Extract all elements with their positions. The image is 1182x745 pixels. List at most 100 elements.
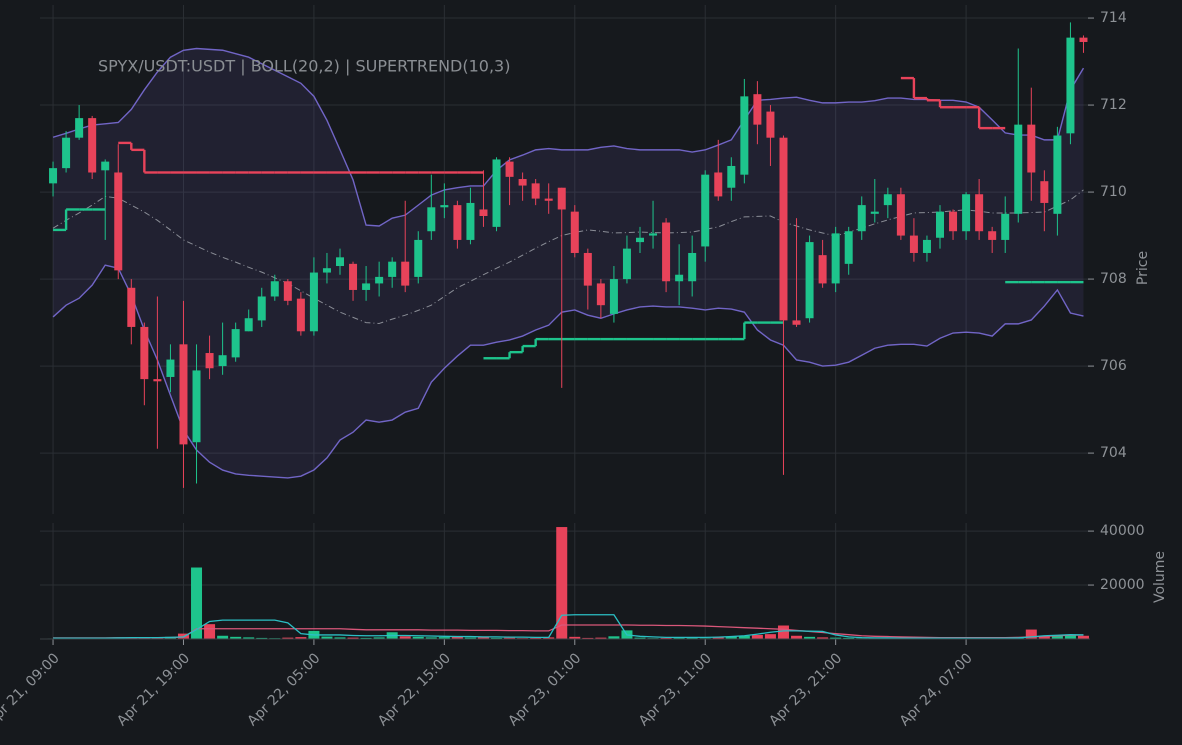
volume-bar <box>804 636 816 639</box>
y-axis-label: Price <box>1135 251 1151 285</box>
volume-ma <box>53 624 1084 639</box>
volume-bar <box>543 637 555 639</box>
volume-bar <box>204 624 216 639</box>
candle-body <box>1079 37 1088 42</box>
candle-body <box>362 283 371 290</box>
candle-body <box>322 268 331 273</box>
candle-body <box>714 172 723 197</box>
volume-bar <box>817 637 829 639</box>
candle-body <box>727 165 736 188</box>
volume-bar <box>1077 635 1089 639</box>
candle-body <box>192 370 201 443</box>
candle-body <box>244 318 253 332</box>
candle-body <box>283 281 292 301</box>
volume-bar <box>751 634 763 639</box>
candle-body <box>1053 135 1062 214</box>
bollinger-middle <box>52 189 1084 324</box>
volume-bar <box>438 637 450 639</box>
y-tick-label: 708 <box>1100 271 1127 287</box>
candle-body <box>949 211 958 232</box>
candle-body <box>505 161 514 177</box>
candle-body <box>883 194 892 206</box>
volume-bar <box>725 636 737 639</box>
candle-body <box>896 194 905 236</box>
volume-bar <box>634 637 646 639</box>
volume-bar <box>412 636 424 639</box>
volume-bar <box>1025 629 1037 639</box>
candle-body <box>414 239 423 277</box>
y-axis-label: Volume <box>1152 551 1168 603</box>
candle-body <box>1014 124 1023 214</box>
candle-body <box>336 257 344 267</box>
volume-bar <box>777 625 789 639</box>
candle-body <box>544 198 553 201</box>
volume-bar <box>712 637 724 639</box>
volume-bar <box>686 637 698 639</box>
volume-bar <box>1051 635 1063 639</box>
volume-bar <box>451 636 463 639</box>
candle-body <box>962 194 971 232</box>
y-tick-label: 40000 <box>1100 523 1145 539</box>
y-tick-label: 710 <box>1100 184 1127 200</box>
candle-body <box>557 187 566 210</box>
candle-body <box>114 172 123 271</box>
volume-bar <box>334 637 346 639</box>
candle-body <box>140 326 149 380</box>
candle-body <box>831 233 840 284</box>
candle-body <box>662 222 671 282</box>
candle-body <box>309 272 318 332</box>
volume-bar <box>1064 634 1076 639</box>
candle-body <box>870 211 879 214</box>
candle-body <box>570 211 579 253</box>
volume-bar <box>191 567 203 639</box>
candle-body <box>62 137 71 169</box>
y-tick-label: 706 <box>1100 358 1127 374</box>
candle-body <box>792 320 801 325</box>
volume-ma <box>53 614 1084 639</box>
candle-body <box>427 207 436 232</box>
candle-body <box>975 194 984 232</box>
candle-body <box>388 261 397 277</box>
candle-body <box>805 242 814 319</box>
candle-body <box>88 118 97 173</box>
candle-body <box>179 344 188 445</box>
volume-bar <box>569 636 581 639</box>
volume-bar <box>477 637 489 639</box>
candle-body <box>479 209 488 216</box>
y-tick-label: 712 <box>1100 97 1127 113</box>
volume-bar <box>243 637 255 639</box>
volume-bar <box>256 637 268 639</box>
candle-body <box>531 183 540 199</box>
candle-body <box>75 118 84 138</box>
candle-body <box>101 161 110 171</box>
volume-bar <box>764 634 776 639</box>
candle-body <box>779 137 788 321</box>
volume-bar <box>347 637 359 639</box>
bollinger-band <box>53 48 1084 478</box>
candle-body <box>166 359 175 377</box>
volume-bar <box>843 637 855 639</box>
candle-body <box>1001 213 1010 240</box>
volume-bar <box>556 527 568 639</box>
candle-body <box>936 211 944 238</box>
candle-body <box>401 261 410 286</box>
volume-bar <box>399 636 411 639</box>
candle-body <box>922 239 931 253</box>
y-tick-label: 704 <box>1100 445 1127 461</box>
candle-body <box>649 233 658 236</box>
volume-bar <box>282 637 294 639</box>
volume-bar <box>295 637 307 639</box>
candle-body <box>675 274 684 282</box>
candle-body <box>622 248 631 280</box>
candle-body <box>988 231 997 240</box>
candle-body <box>296 298 305 332</box>
candle-body <box>492 159 501 227</box>
volume-bar <box>491 637 503 639</box>
candle-body <box>466 202 475 240</box>
candle-body <box>270 281 279 297</box>
volume-bar <box>830 637 842 639</box>
candle-body <box>909 235 918 253</box>
volume-bar <box>608 636 620 639</box>
volume-bar <box>373 637 385 639</box>
